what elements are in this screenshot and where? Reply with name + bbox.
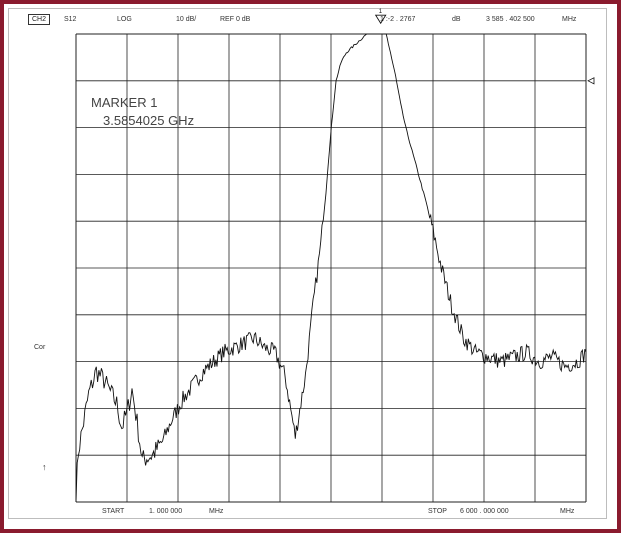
- graticule: [75, 33, 587, 503]
- marker-triangle-icon: [374, 14, 387, 25]
- marker-frequency-unit: MHz: [562, 16, 577, 23]
- reference-arrow-icon: ↑: [42, 462, 47, 472]
- stop-label: STOP: [428, 508, 447, 515]
- marker-number: 1: [379, 9, 383, 15]
- stop-frequency: 6 000 . 000 000: [460, 508, 509, 515]
- marker-readout: 1 :-2 . 2767: [380, 16, 416, 23]
- trace-line: [75, 33, 587, 503]
- marker-unit: dB: [452, 16, 461, 23]
- marker-frequency: 3 585 . 402 500: [486, 16, 535, 23]
- reference-level-icon: [587, 77, 595, 85]
- correction-indicator: Cor: [34, 344, 46, 351]
- marker-title: MARKER 1: [91, 95, 158, 110]
- parameter-label: S12: [64, 16, 77, 23]
- start-unit: MHz: [209, 508, 224, 515]
- scale-label: 10 dB/: [176, 16, 197, 23]
- channel-indicator[interactable]: CH2: [28, 14, 51, 25]
- analyzer-screen: [8, 8, 607, 519]
- stop-unit: MHz: [560, 508, 575, 515]
- marker-frequency-value: 3.5854025 GHz: [103, 113, 195, 128]
- reference-label: REF 0 dB: [220, 16, 251, 23]
- format-label: LOG: [117, 16, 132, 23]
- start-frequency: 1. 000 000: [149, 508, 183, 515]
- marker-layer: 1: [374, 9, 595, 85]
- start-label: START: [102, 508, 125, 515]
